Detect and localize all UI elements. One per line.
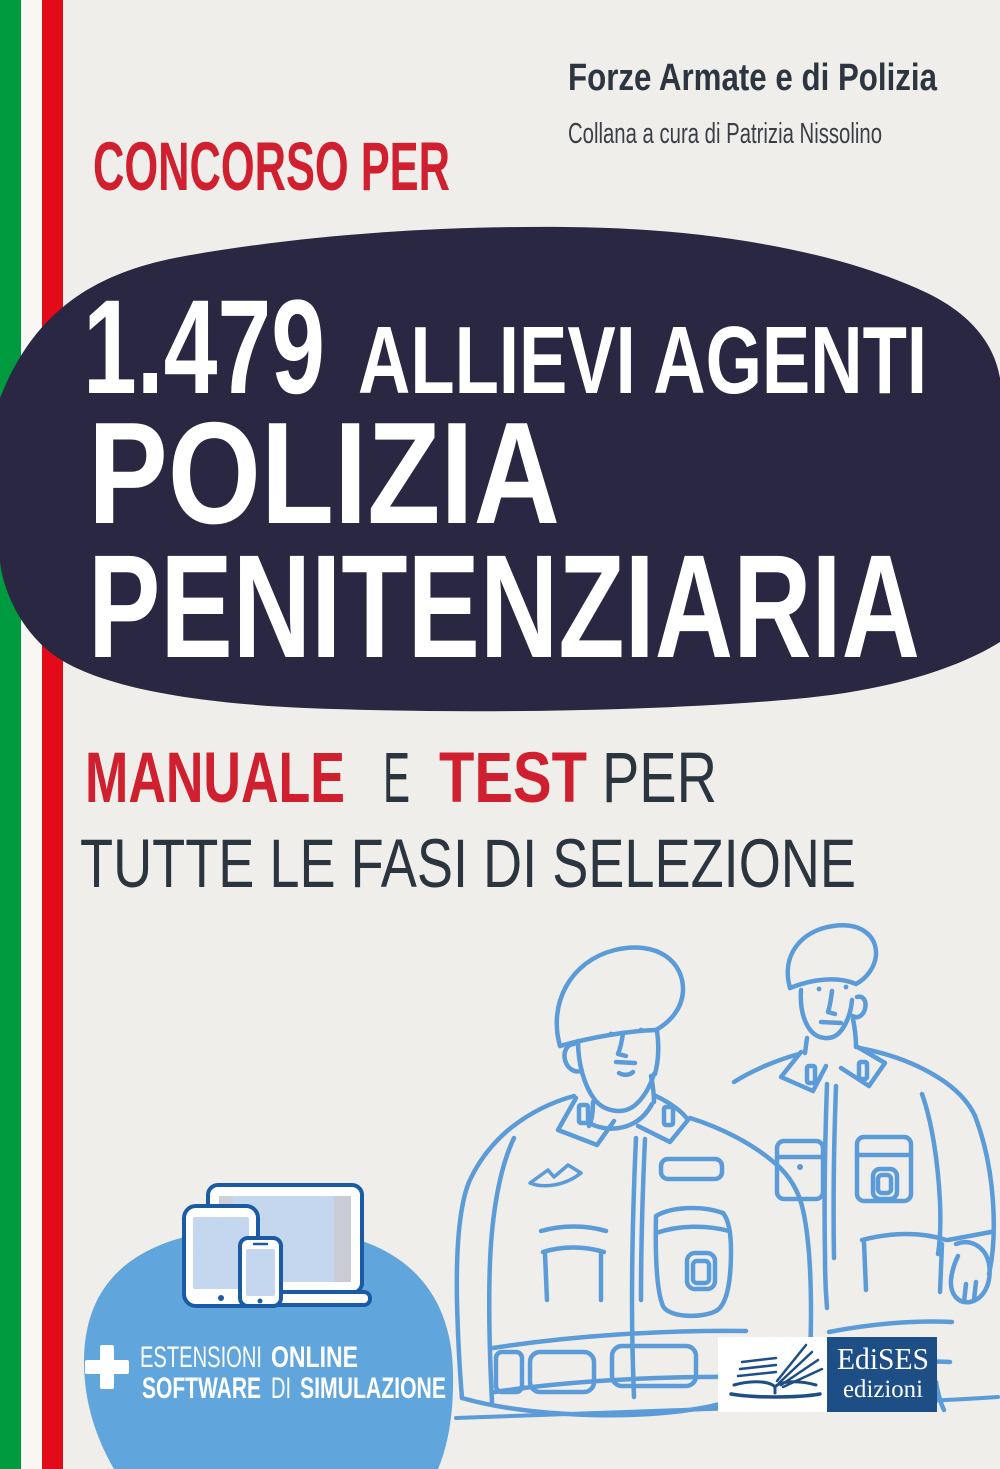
series-editor-note: Collana a cura di Patrizia Nissolino [568,118,882,150]
open-book-icon [729,1343,824,1399]
plus-icon [85,1345,129,1389]
tagline-e: E [383,739,410,818]
publisher-subname: edizioni [843,1376,923,1403]
kicker-text: CONCORSO PER [93,128,450,205]
tagline-per: PER [602,739,717,818]
tagline-line2: TUTTE LE FASI DI SELEZIONE [80,825,856,902]
extras-line2-bold-b: SIMULAZIONE [300,1372,446,1405]
devices-icon [182,1183,372,1308]
extras-line2-bold-a: SOFTWARE [142,1372,261,1405]
series-title: Forze Armate e di Polizia [568,57,938,99]
publisher-logo: EdiSES edizioni [718,1337,937,1412]
title-line1: ALLIEVI AGENTI [358,307,927,414]
publisher-name: EdiSES [837,1341,929,1376]
title-blob: 1.479 ALLIEVI AGENTI POLIZIA PENITENZIAR… [0,226,1000,712]
extras-line2-light: DI [271,1372,291,1405]
tagline-test: TEST [439,739,587,818]
title-line2: POLIZIA [88,392,560,554]
tagline-manuale: MANUALE [85,739,345,818]
title-number: 1.479 [83,273,325,422]
tagline-block: MANUALE E TEST PER TUTTE LE FASI DI SELE… [80,739,856,902]
extras-line1-bold: ONLINE [271,1341,358,1374]
extras-line1-light: ESTENSIONI [140,1341,262,1374]
title-line3: PENITENZIARIA [88,525,920,689]
